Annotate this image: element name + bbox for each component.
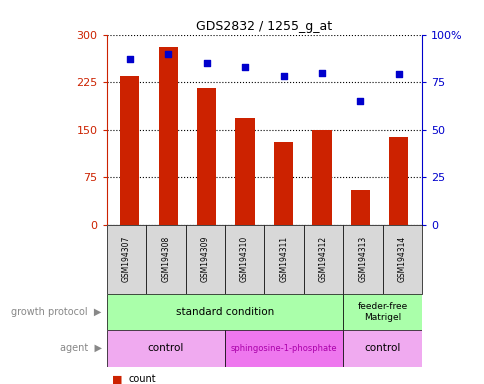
Point — [164, 51, 172, 57]
Bar — [235, 118, 254, 225]
Point — [202, 60, 210, 66]
Bar — [264, 225, 303, 294]
Point — [241, 64, 248, 70]
Bar — [158, 47, 178, 225]
Bar — [106, 294, 342, 330]
Text: GSM194310: GSM194310 — [240, 236, 249, 282]
Bar — [342, 330, 421, 367]
Bar — [273, 142, 292, 225]
Point — [356, 98, 363, 104]
Bar — [185, 225, 225, 294]
Text: control: control — [147, 343, 183, 354]
Text: ■: ■ — [111, 374, 122, 384]
Title: GDS2832 / 1255_g_at: GDS2832 / 1255_g_at — [196, 20, 332, 33]
Text: control: control — [363, 343, 400, 354]
Bar — [342, 225, 382, 294]
Text: GSM194308: GSM194308 — [161, 236, 170, 282]
Text: growth protocol  ▶: growth protocol ▶ — [12, 307, 102, 317]
Text: sphingosine-1-phosphate: sphingosine-1-phosphate — [230, 344, 337, 353]
Text: GSM194309: GSM194309 — [200, 236, 209, 282]
Point — [126, 56, 134, 62]
Bar — [146, 225, 185, 294]
Text: GSM194313: GSM194313 — [358, 236, 366, 282]
Text: count: count — [128, 374, 156, 384]
Bar — [106, 225, 146, 294]
Bar — [389, 137, 408, 225]
Point — [318, 70, 325, 76]
Text: GSM194311: GSM194311 — [279, 236, 288, 282]
Bar — [197, 88, 216, 225]
Text: agent  ▶: agent ▶ — [60, 343, 102, 354]
Bar — [120, 76, 139, 225]
Text: GSM194314: GSM194314 — [397, 236, 406, 282]
Bar — [312, 130, 331, 225]
Text: GSM194312: GSM194312 — [318, 236, 327, 282]
Text: feeder-free
Matrigel: feeder-free Matrigel — [357, 302, 407, 322]
Bar — [303, 225, 342, 294]
Bar — [382, 225, 421, 294]
Text: standard condition: standard condition — [175, 307, 273, 317]
Bar — [225, 330, 342, 367]
Text: GSM194307: GSM194307 — [121, 236, 131, 282]
Point — [394, 71, 402, 78]
Bar — [225, 225, 264, 294]
Bar — [350, 190, 369, 225]
Point — [279, 73, 287, 79]
Bar — [342, 294, 421, 330]
Bar — [106, 330, 225, 367]
